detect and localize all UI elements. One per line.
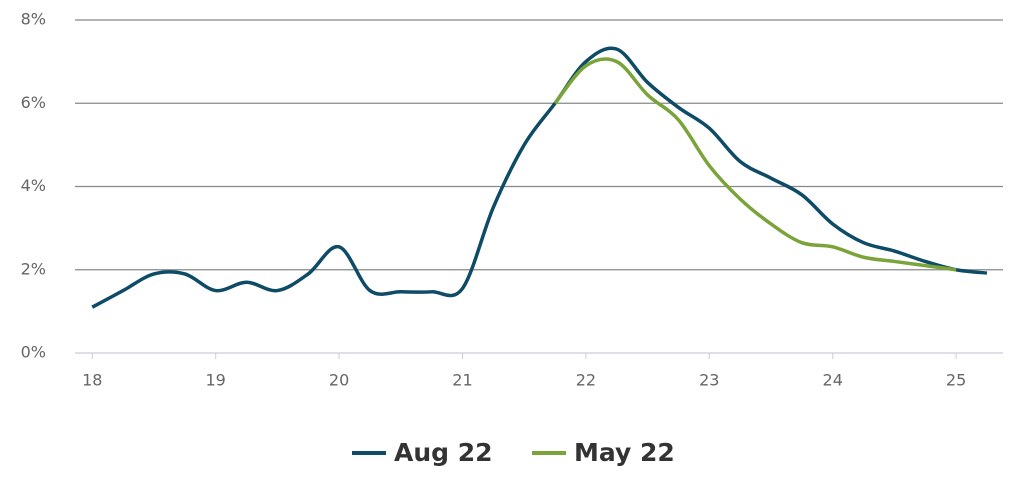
x-tick-label: 25 <box>946 371 966 390</box>
y-tick-label: 6% <box>21 93 46 112</box>
y-tick-label: 0% <box>21 343 46 362</box>
x-tick-label: 23 <box>699 371 719 390</box>
x-tick-label: 21 <box>452 371 472 390</box>
y-tick-label: 8% <box>21 10 46 29</box>
x-tick-label: 24 <box>823 371 843 390</box>
legend-label: Aug 22 <box>394 438 493 467</box>
x-tick-label: 19 <box>206 371 226 390</box>
y-tick-label: 2% <box>21 259 46 278</box>
x-tick-label: 20 <box>329 371 349 390</box>
series-line <box>91 46 988 309</box>
x-tick-label: 18 <box>82 371 102 390</box>
series-line <box>553 57 957 272</box>
y-tick-label: 4% <box>21 176 46 195</box>
x-tick-label: 22 <box>576 371 596 390</box>
legend-label: May 22 <box>574 438 675 467</box>
